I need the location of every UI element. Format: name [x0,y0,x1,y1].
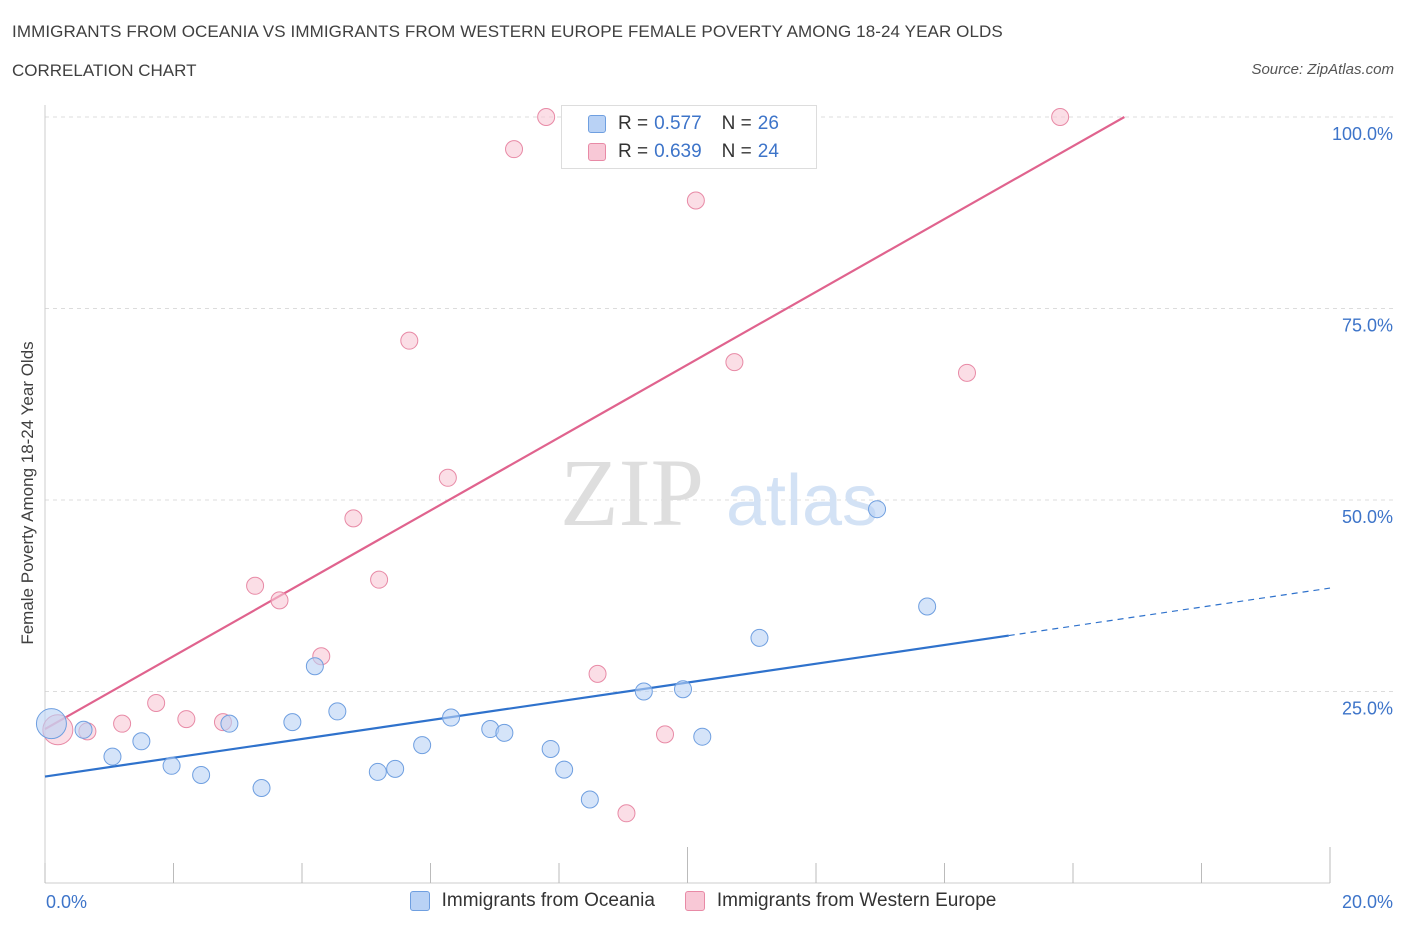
x-tick-label: 20.0% [1342,892,1393,912]
legend-item-western-europe: Immigrants from Western Europe [684,890,997,912]
point-western-europe [370,570,389,589]
y-tick-label: 75.0% [1342,316,1393,336]
point-oceania [386,759,405,778]
point-oceania [252,779,271,798]
point-western-europe [400,331,419,350]
y-tick-label: 25.0% [1342,699,1393,719]
legend-n-value: 24 [757,141,779,162]
point-western-europe [505,140,524,159]
legend-r-value: 0.639 [654,141,702,162]
y-tick-label: 50.0% [1342,507,1393,527]
point-oceania [328,702,347,721]
point-oceania [103,747,122,766]
legend-swatch-western-europe [684,891,705,911]
data-points [35,108,1070,823]
point-oceania [162,756,181,775]
point-oceania [555,760,574,779]
point-oceania [132,732,151,751]
legend-row-western-europe: R = 0.639 N = 24 [588,141,779,163]
watermark-zip: ZIP [560,439,704,546]
point-oceania [693,727,712,746]
grid-lines [45,116,1395,692]
point-western-europe [686,191,705,210]
point-oceania [283,713,302,732]
point-oceania [750,628,769,647]
legend-item-oceania: Immigrants from Oceania [409,890,655,912]
point-western-europe [588,664,607,683]
point-western-europe [270,591,289,610]
point-oceania [368,762,387,781]
point-western-europe [177,710,196,729]
point-western-europe [147,693,166,712]
tick-labels: 25.0% 50.0% 75.0% 100.0% 0.0% 20.0% [46,124,1393,912]
correlation-legend: R = 0.577 N = 26 R = 0.639 N = 24 [561,105,817,169]
legend-n-label: N = [721,141,752,162]
point-oceania [442,708,461,727]
point-oceania [220,714,239,733]
legend-r-value: 0.577 [654,113,702,134]
legend-label-western-europe: Immigrants from Western Europe [716,890,997,911]
point-western-europe [617,804,636,823]
point-western-europe [725,353,744,372]
point-oceania [634,682,653,701]
point-oceania [35,708,67,740]
legend-r-label: R = [618,113,649,134]
legend-label-oceania: Immigrants from Oceania [441,890,655,911]
point-oceania [868,500,887,519]
point-oceania [74,720,93,739]
y-axis-label: Female Poverty Among 18-24 Year Olds [18,341,37,645]
point-western-europe [438,468,457,487]
watermark-atlas: atlas [726,461,878,541]
point-oceania [541,739,560,758]
watermark: ZIP atlas [560,439,878,546]
point-western-europe [1051,108,1070,126]
legend-n-label: N = [721,113,752,134]
point-western-europe [537,108,556,126]
point-western-europe [957,363,976,382]
chart-subtitle: CORRELATION CHART [12,61,197,80]
x-tick-label: 0.0% [46,892,87,912]
point-oceania [192,765,211,784]
point-western-europe [113,714,132,733]
point-oceania [580,790,599,809]
axes [44,105,1331,884]
trend-lines [44,116,1331,778]
point-oceania [918,597,937,616]
legend-r-label: R = [618,141,649,162]
series-legend: Immigrants from Oceania Immigrants from … [0,890,1406,912]
point-western-europe [344,509,363,528]
chart-title: IMMIGRANTS FROM OCEANIA VS IMMIGRANTS FR… [12,22,1003,41]
point-oceania [495,723,514,742]
point-oceania [674,680,693,699]
legend-n-value: 26 [757,113,779,134]
point-oceania [413,736,432,755]
source-credit: Source: ZipAtlas.com [1251,61,1394,78]
trendline-oceania-extension [1008,587,1331,637]
legend-swatch-oceania [588,115,606,133]
trendline-western-europe [44,116,1125,730]
trendline-oceania [44,634,1009,778]
point-western-europe [656,725,675,744]
point-western-europe [246,576,265,595]
point-oceania [305,657,324,676]
legend-swatch-oceania [409,891,430,911]
y-tick-label: 100.0% [1332,124,1393,144]
legend-row-oceania: R = 0.577 N = 26 [588,113,779,135]
legend-swatch-western-europe [588,143,606,161]
